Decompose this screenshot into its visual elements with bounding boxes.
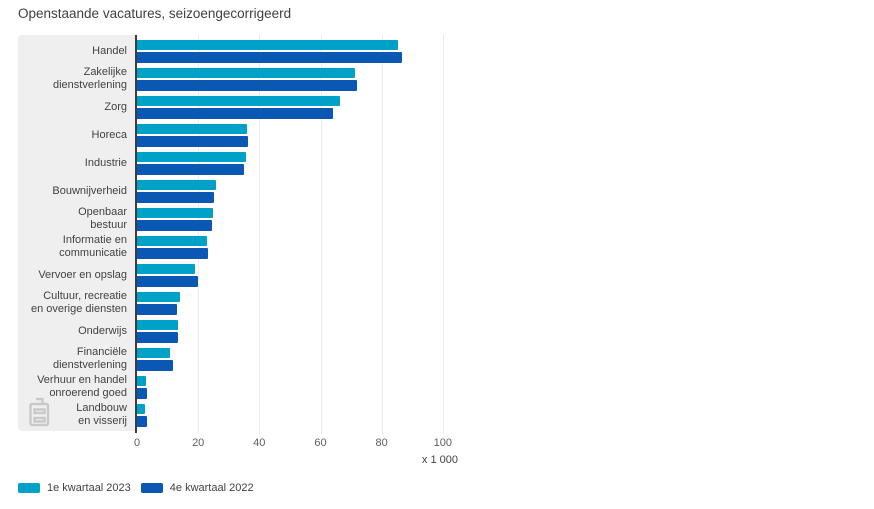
bar-pair (137, 233, 455, 261)
bar-series2 (137, 192, 214, 203)
bar-series2 (137, 304, 178, 315)
chart-title: Openstaande vacatures, seizoengecorrigee… (18, 6, 292, 21)
bar-series2 (137, 416, 148, 427)
bar-series2 (137, 164, 244, 175)
chart-row: Openbaar bestuur (18, 205, 455, 233)
chart-row: Verhuur en handel onroerend goed (18, 373, 455, 401)
gridline-20 (198, 35, 200, 434)
bar-series1 (137, 39, 399, 50)
legend: 1e kwartaal 2023 4e kwartaal 2022 (18, 482, 254, 494)
y-axis-line (135, 35, 137, 433)
category-label: Zakelijke dienstverlening (53, 66, 127, 91)
bar-pair (137, 177, 455, 205)
x-axis-tick-labels: 0 20 40 60 80 100 (18, 437, 478, 451)
bar-pair (137, 373, 455, 401)
category-label: Financiële dienstverlening (53, 346, 127, 371)
bar-series2 (137, 52, 402, 63)
bar-series2 (137, 248, 209, 259)
bar-pair (137, 93, 455, 121)
bar-series2 (137, 332, 178, 343)
bar-chart: Handel Zakelijke dienstverlening Zorg Horec… (18, 35, 455, 434)
bar-series1 (137, 179, 216, 190)
bar-pair (137, 289, 455, 317)
bar-pair (137, 149, 455, 177)
axis-unit-label: x 1 000 (421, 454, 458, 466)
x-tick-label: 0 (133, 437, 141, 449)
gridline-80 (381, 35, 383, 434)
bar-series2 (137, 388, 148, 399)
bar-series2 (137, 220, 212, 231)
bar-series1 (137, 319, 178, 330)
bar-series2 (137, 108, 334, 119)
bar-series2 (137, 360, 173, 371)
chart-row: Handel (18, 37, 455, 65)
x-tick-label: 80 (375, 437, 388, 449)
bar-series1 (137, 347, 171, 358)
x-tick-label: 100 (433, 437, 452, 449)
chart-row: Financiële dienstverlening (18, 345, 455, 373)
bar-series1 (137, 67, 356, 78)
bar-series2 (137, 136, 248, 147)
gridline-40 (259, 35, 261, 434)
chart-row: Onderwijs (18, 317, 455, 345)
bar-pair (137, 121, 455, 149)
legend-swatch (18, 483, 40, 493)
bar-series1 (137, 95, 340, 106)
chart-row: Horeca (18, 121, 455, 149)
legend-label: 4e kwartaal 2022 (169, 482, 254, 494)
legend-item-series2[interactable]: 4e kwartaal 2022 (140, 482, 254, 494)
bar-series2 (137, 80, 358, 91)
bar-series1 (137, 403, 145, 414)
chart-row: Zorg (18, 93, 455, 121)
legend-label: 1e kwartaal 2023 (47, 482, 131, 494)
category-label: Openbaar bestuur (78, 206, 127, 231)
bar-series1 (137, 263, 195, 274)
legend-item-series1[interactable]: 1e kwartaal 2023 (18, 482, 131, 494)
gridline-100 (442, 35, 444, 434)
chart-row: Bouwnijverheid (18, 177, 455, 205)
chart-row: Zakelijke dienstverlening (18, 65, 455, 93)
category-label: Cultuur, recreatie en overige diensten (30, 290, 127, 315)
legend-swatch (140, 483, 163, 493)
bar-pair (137, 65, 455, 93)
category-label: Landbouw en visserij (76, 402, 127, 427)
bar-series1 (137, 123, 247, 134)
category-panel (18, 35, 137, 431)
chart-row: Cultuur, recreatie en overige diensten (18, 289, 455, 317)
bar-pair (137, 317, 455, 345)
chart-row: Landbouw en visserij (18, 401, 455, 429)
category-label: Horeca (91, 128, 127, 141)
category-label: Bouwnijverheid (52, 184, 127, 197)
chart-row: Industrie (18, 149, 455, 177)
category-label: Onderwijs (78, 324, 127, 337)
bar-pair (137, 37, 455, 65)
bar-pair (137, 345, 455, 373)
bar-series1 (137, 375, 147, 386)
category-label: Zorg (104, 100, 127, 113)
bar-series1 (137, 291, 180, 302)
bar-series1 (137, 151, 246, 162)
cbs-logo-icon (29, 397, 50, 427)
chart-row: Informatie en communicatie (18, 233, 455, 261)
category-label: Industrie (84, 156, 127, 169)
bar-series2 (137, 276, 198, 287)
gridline-60 (320, 35, 322, 434)
bar-pair (137, 261, 455, 289)
bar-pair (137, 205, 455, 233)
bar-series1 (137, 207, 214, 218)
x-tick-label: 40 (253, 437, 266, 449)
chart-row: Vervoer en opslag (18, 261, 455, 289)
category-label: Informatie en communicatie (59, 234, 127, 259)
category-label: Vervoer en opslag (38, 268, 127, 281)
gridlines (137, 35, 455, 434)
bar-series1 (137, 235, 208, 246)
category-label: Verhuur en handel onroerend goed (37, 374, 127, 399)
bar-pair (137, 401, 455, 429)
x-tick-label: 60 (314, 437, 327, 449)
category-label: Handel (92, 44, 127, 57)
x-tick-label: 20 (192, 437, 205, 449)
chart-rows: Handel Zakelijke dienstverlening Zorg Horec… (18, 35, 455, 431)
